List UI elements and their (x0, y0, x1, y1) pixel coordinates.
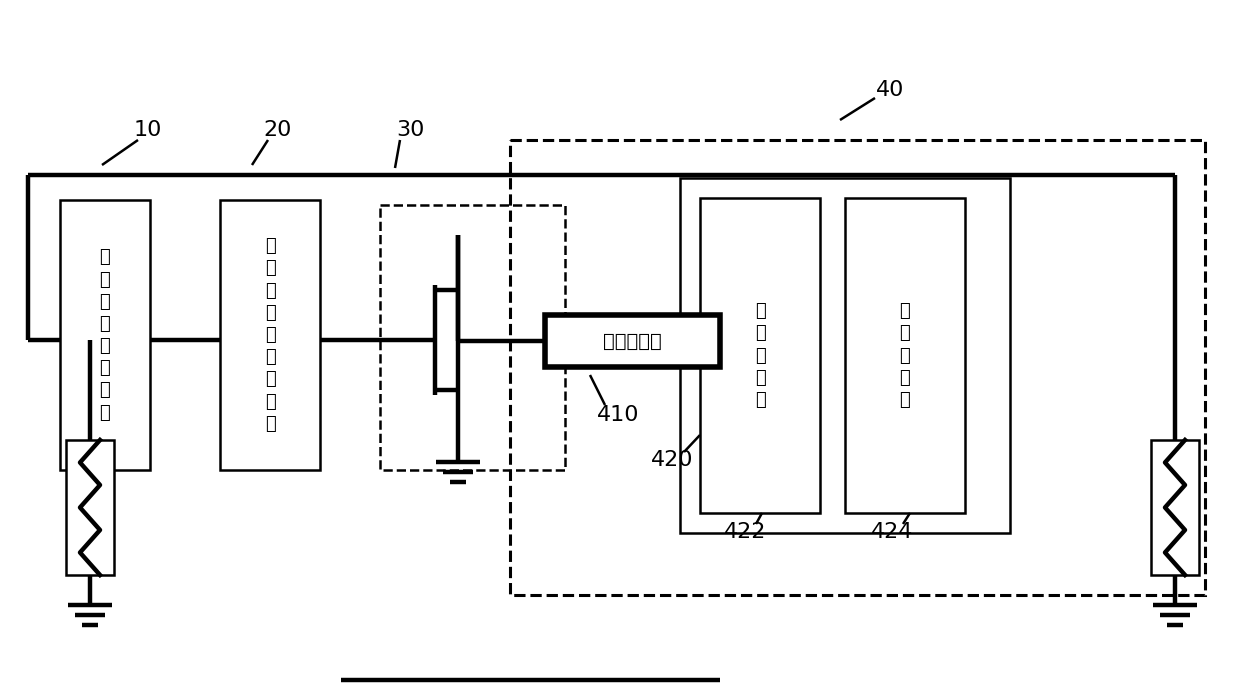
Text: 40: 40 (875, 80, 904, 100)
Bar (546, 315, 720, 367)
Bar (219, 200, 320, 470)
Text: 10: 10 (134, 120, 162, 140)
Bar (379, 205, 565, 470)
Bar (844, 198, 965, 513)
Text: 422: 422 (724, 522, 766, 542)
Text: 420: 420 (651, 450, 693, 470)
Text: 第
一
谐
振
器: 第 一 谐 振 器 (755, 302, 765, 409)
Text: 30: 30 (396, 120, 424, 140)
Text: 输
入
端
阻
抗
匹
配
电
路: 输 入 端 阻 抗 匹 配 电 路 (264, 237, 275, 433)
Text: 410: 410 (596, 405, 640, 425)
Bar (60, 200, 150, 470)
Text: 20: 20 (264, 120, 293, 140)
Bar (680, 178, 1011, 533)
Text: 第
二
谐
振
器: 第 二 谐 振 器 (900, 302, 910, 409)
Text: 424: 424 (870, 522, 913, 542)
Bar (701, 198, 820, 513)
Text: 调谐微带线: 调谐微带线 (603, 332, 662, 350)
Text: 栅
极
直
流
偏
置
电
路: 栅 极 直 流 偏 置 电 路 (99, 248, 110, 422)
Bar (1151, 440, 1199, 575)
Bar (510, 140, 1205, 595)
Bar (66, 440, 114, 575)
